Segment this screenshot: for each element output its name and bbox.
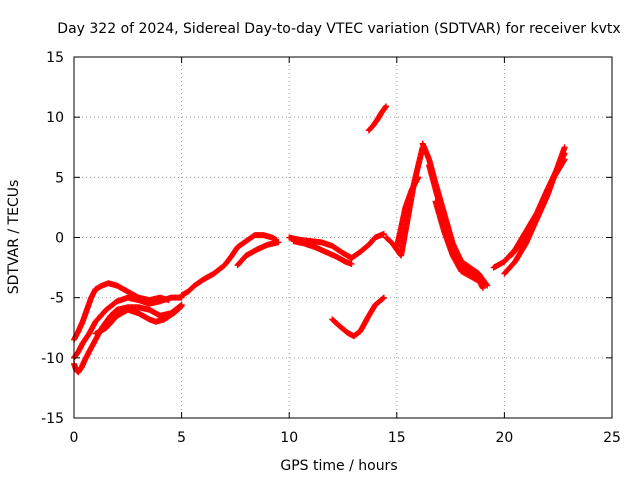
data-point [484, 282, 491, 289]
data-marker [483, 281, 490, 288]
data-point [380, 230, 387, 237]
data-point [348, 260, 355, 267]
x-tick-label: 15 [388, 430, 406, 446]
y-tick-label: 0 [55, 231, 64, 247]
x-tick-label: 10 [280, 430, 298, 446]
series-arc-19 [507, 156, 568, 259]
x-tick-label: 0 [70, 430, 79, 446]
series-arc-14 [419, 140, 491, 289]
series-arc-2 [71, 294, 185, 361]
data-point [561, 144, 568, 151]
y-tick-label: 10 [46, 110, 64, 126]
data-point [383, 103, 390, 110]
y-tick-label: -10 [41, 351, 64, 367]
series-arc-6 [228, 232, 280, 260]
data-point [178, 303, 185, 310]
x-axis-label: GPS time / hours [280, 458, 397, 474]
data-marker [380, 295, 387, 302]
series-arc-16 [432, 198, 486, 287]
chart-title: Day 322 of 2024, Sidereal Day-to-day VTE… [57, 21, 620, 37]
x-tick-label: 5 [177, 430, 186, 446]
y-tick-label: -5 [50, 291, 64, 307]
y-tick-label: -15 [41, 411, 64, 427]
data-points [71, 103, 568, 376]
grid-lines [74, 57, 612, 418]
data-point [479, 280, 486, 287]
series-arc-7 [234, 239, 282, 269]
data-point [380, 294, 387, 301]
series-arc-9 [290, 238, 355, 267]
series-arc-5 [178, 253, 235, 299]
y-axis-label: SDTVAR / TECUs [6, 180, 22, 295]
y-tick-label: 5 [55, 170, 64, 186]
data-point [561, 156, 568, 163]
series-arc-12 [383, 144, 426, 259]
x-tick-label: 20 [495, 430, 513, 446]
y-axis-ticks: -15 -10 -5 0 5 10 15 [41, 50, 612, 427]
data-marker [177, 303, 184, 310]
data-point [275, 239, 282, 246]
series-arc-13 [393, 174, 422, 251]
y-tick-label: 15 [46, 50, 64, 66]
data-point [415, 174, 422, 181]
series-arc-11 [365, 103, 390, 134]
x-tick-label: 25 [603, 430, 621, 446]
series-arc-10 [329, 294, 387, 340]
series-arc-4 [92, 303, 185, 337]
x-axis-ticks: 0 5 10 15 20 25 [70, 57, 621, 446]
